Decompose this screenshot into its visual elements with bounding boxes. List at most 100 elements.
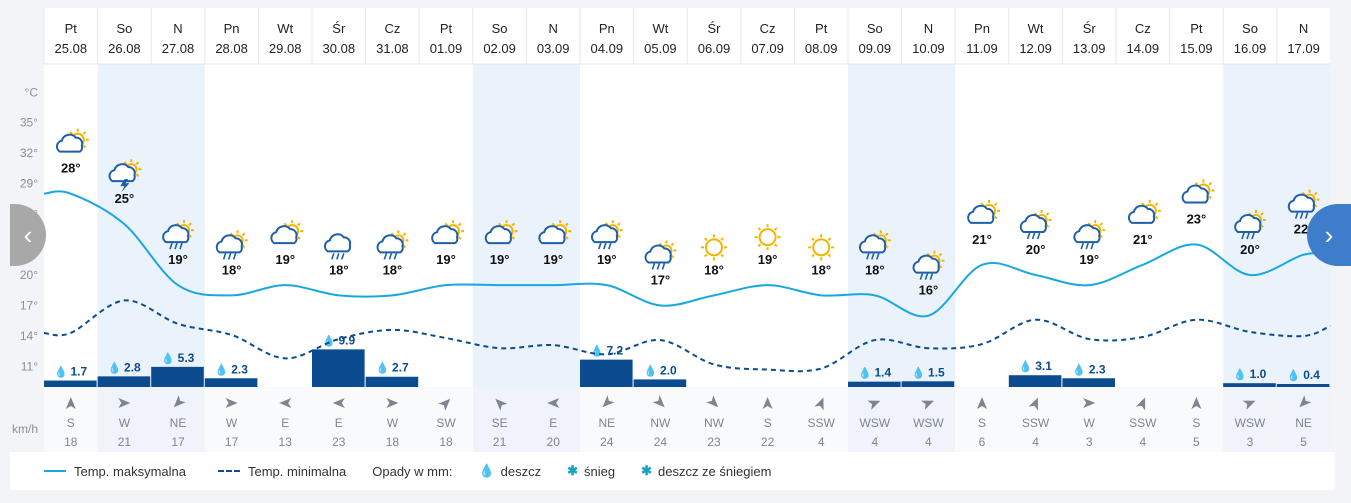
wind-direction-label: NE	[170, 416, 187, 430]
wind-speed-label: 18	[386, 435, 400, 449]
date-label: 04.09	[591, 41, 624, 56]
sun-rain-icon	[1287, 189, 1320, 219]
date-label: 10.09	[912, 41, 945, 56]
sun-icon	[808, 234, 835, 261]
next-period-button[interactable]: ›	[1307, 204, 1351, 266]
temp-tick-label: 11°	[21, 360, 38, 374]
wind-arrow-icon	[814, 397, 824, 411]
rain-streak	[1090, 242, 1094, 250]
precip-bar	[44, 380, 97, 387]
wind-arrow-icon	[495, 398, 508, 411]
precip-bar	[901, 381, 955, 387]
rain-streak	[388, 253, 393, 260]
wind-arrow-icon	[652, 395, 665, 408]
sun-ray	[670, 254, 675, 259]
wind-arrow-icon	[173, 395, 186, 408]
wind-speed-label: 22	[761, 435, 775, 449]
max-temp-label: 28°	[61, 161, 81, 176]
day-of-week-label: N	[1299, 21, 1308, 36]
sun-ray	[757, 243, 762, 248]
sun-ray	[811, 237, 815, 241]
max-temp-label: 21°	[972, 232, 992, 247]
day-of-week-label: So	[867, 21, 883, 36]
date-label: 06.09	[698, 41, 731, 56]
sun-ray	[565, 236, 569, 240]
max-temp-label: 18°	[811, 262, 831, 277]
wind-arrow-icon	[1299, 395, 1312, 408]
chart-background	[44, 8, 1330, 452]
date-label: 26.08	[108, 41, 141, 56]
legend-sleet-label: deszcz ze śniegiem	[657, 463, 772, 479]
rain-streak	[1036, 232, 1041, 240]
precip-bar	[1008, 375, 1062, 387]
raindrop-icon: 💧	[858, 367, 872, 380]
sun-ray	[757, 227, 762, 231]
wind-arrow-shape	[495, 398, 508, 411]
legend-snow-label: śnieg	[584, 463, 616, 479]
wind-direction-label: W	[1084, 416, 1096, 430]
day-of-week-label: Wt	[277, 21, 293, 36]
cloud-shape	[858, 234, 887, 254]
max-temp-label: 19°	[275, 252, 295, 267]
rain-streak	[929, 273, 934, 280]
sun-ray	[135, 161, 140, 165]
date-label: 16.09	[1234, 41, 1267, 56]
precip-bar	[151, 366, 204, 387]
precip-bar	[204, 378, 258, 387]
max-temp-label: 20°	[1240, 242, 1260, 257]
rain-streak	[1251, 232, 1255, 240]
sun-ray	[457, 222, 462, 227]
cloud-shape	[323, 233, 352, 253]
sun-rain-icon	[1234, 210, 1266, 240]
wind-arrow-icon	[867, 400, 881, 410]
sun-cloud-icon	[1181, 179, 1215, 204]
date-label: 28.08	[215, 41, 248, 56]
sun-rain-icon	[1019, 210, 1052, 240]
wind-direction-label: SE	[492, 416, 508, 430]
rain-streak	[1299, 212, 1304, 219]
temp-tick-label: 20°	[20, 268, 38, 282]
wind-speed-label: 3	[1247, 435, 1254, 449]
precip-bar	[1223, 383, 1276, 387]
date-label: 03.09	[537, 41, 570, 56]
legend-max-temp: Temp. maksymalna	[10, 464, 186, 479]
precip-value-label: 1.5	[928, 365, 945, 379]
rain-streak	[1304, 212, 1309, 219]
wind-arrow-shape	[1135, 397, 1146, 411]
day-of-week-label: Cz	[384, 21, 400, 36]
wind-direction-label: SW	[436, 416, 456, 430]
wind-arrow-shape	[547, 398, 560, 408]
wind-arrow-shape	[332, 398, 345, 408]
wind-arrow-shape	[1299, 395, 1312, 408]
wind-arrow-icon	[65, 397, 76, 409]
sun-ray	[1260, 224, 1264, 228]
day-of-week-label: Wt	[1028, 21, 1044, 36]
rain-streak	[651, 263, 656, 270]
rain-streak	[1241, 232, 1245, 240]
sun-ray	[82, 131, 87, 135]
wind-arrow-shape	[867, 400, 881, 410]
wind-arrow-shape	[1191, 397, 1202, 409]
max-temp-label: 23°	[1187, 212, 1207, 227]
rain-streak	[331, 253, 335, 260]
day-of-week-label: Pt	[1190, 21, 1203, 36]
sun-ray	[511, 236, 516, 240]
wind-arrow-icon	[225, 398, 238, 408]
legend-min-label: Temp. minimalna	[247, 463, 347, 479]
wind-arrow-shape	[652, 395, 665, 408]
legend-precip: Opady w mm:	[372, 464, 452, 479]
raindrop-icon: 💧	[912, 366, 926, 379]
wind-arrow-shape	[386, 398, 399, 408]
snowflake-icon: ✱	[567, 463, 578, 478]
precip-value-label: 1.4	[874, 366, 891, 380]
temp-tick-label: 35°	[20, 116, 38, 130]
sun-ray	[565, 222, 569, 227]
max-temp-label: 19°	[436, 252, 456, 267]
date-label: 17.09	[1287, 41, 1320, 56]
wind-arrow-shape	[977, 397, 987, 409]
rain-streak	[341, 253, 345, 260]
rain-streak	[1026, 232, 1031, 240]
wind-direction-label: SSW	[1022, 416, 1050, 430]
wind-unit-label: km/h	[12, 422, 38, 436]
